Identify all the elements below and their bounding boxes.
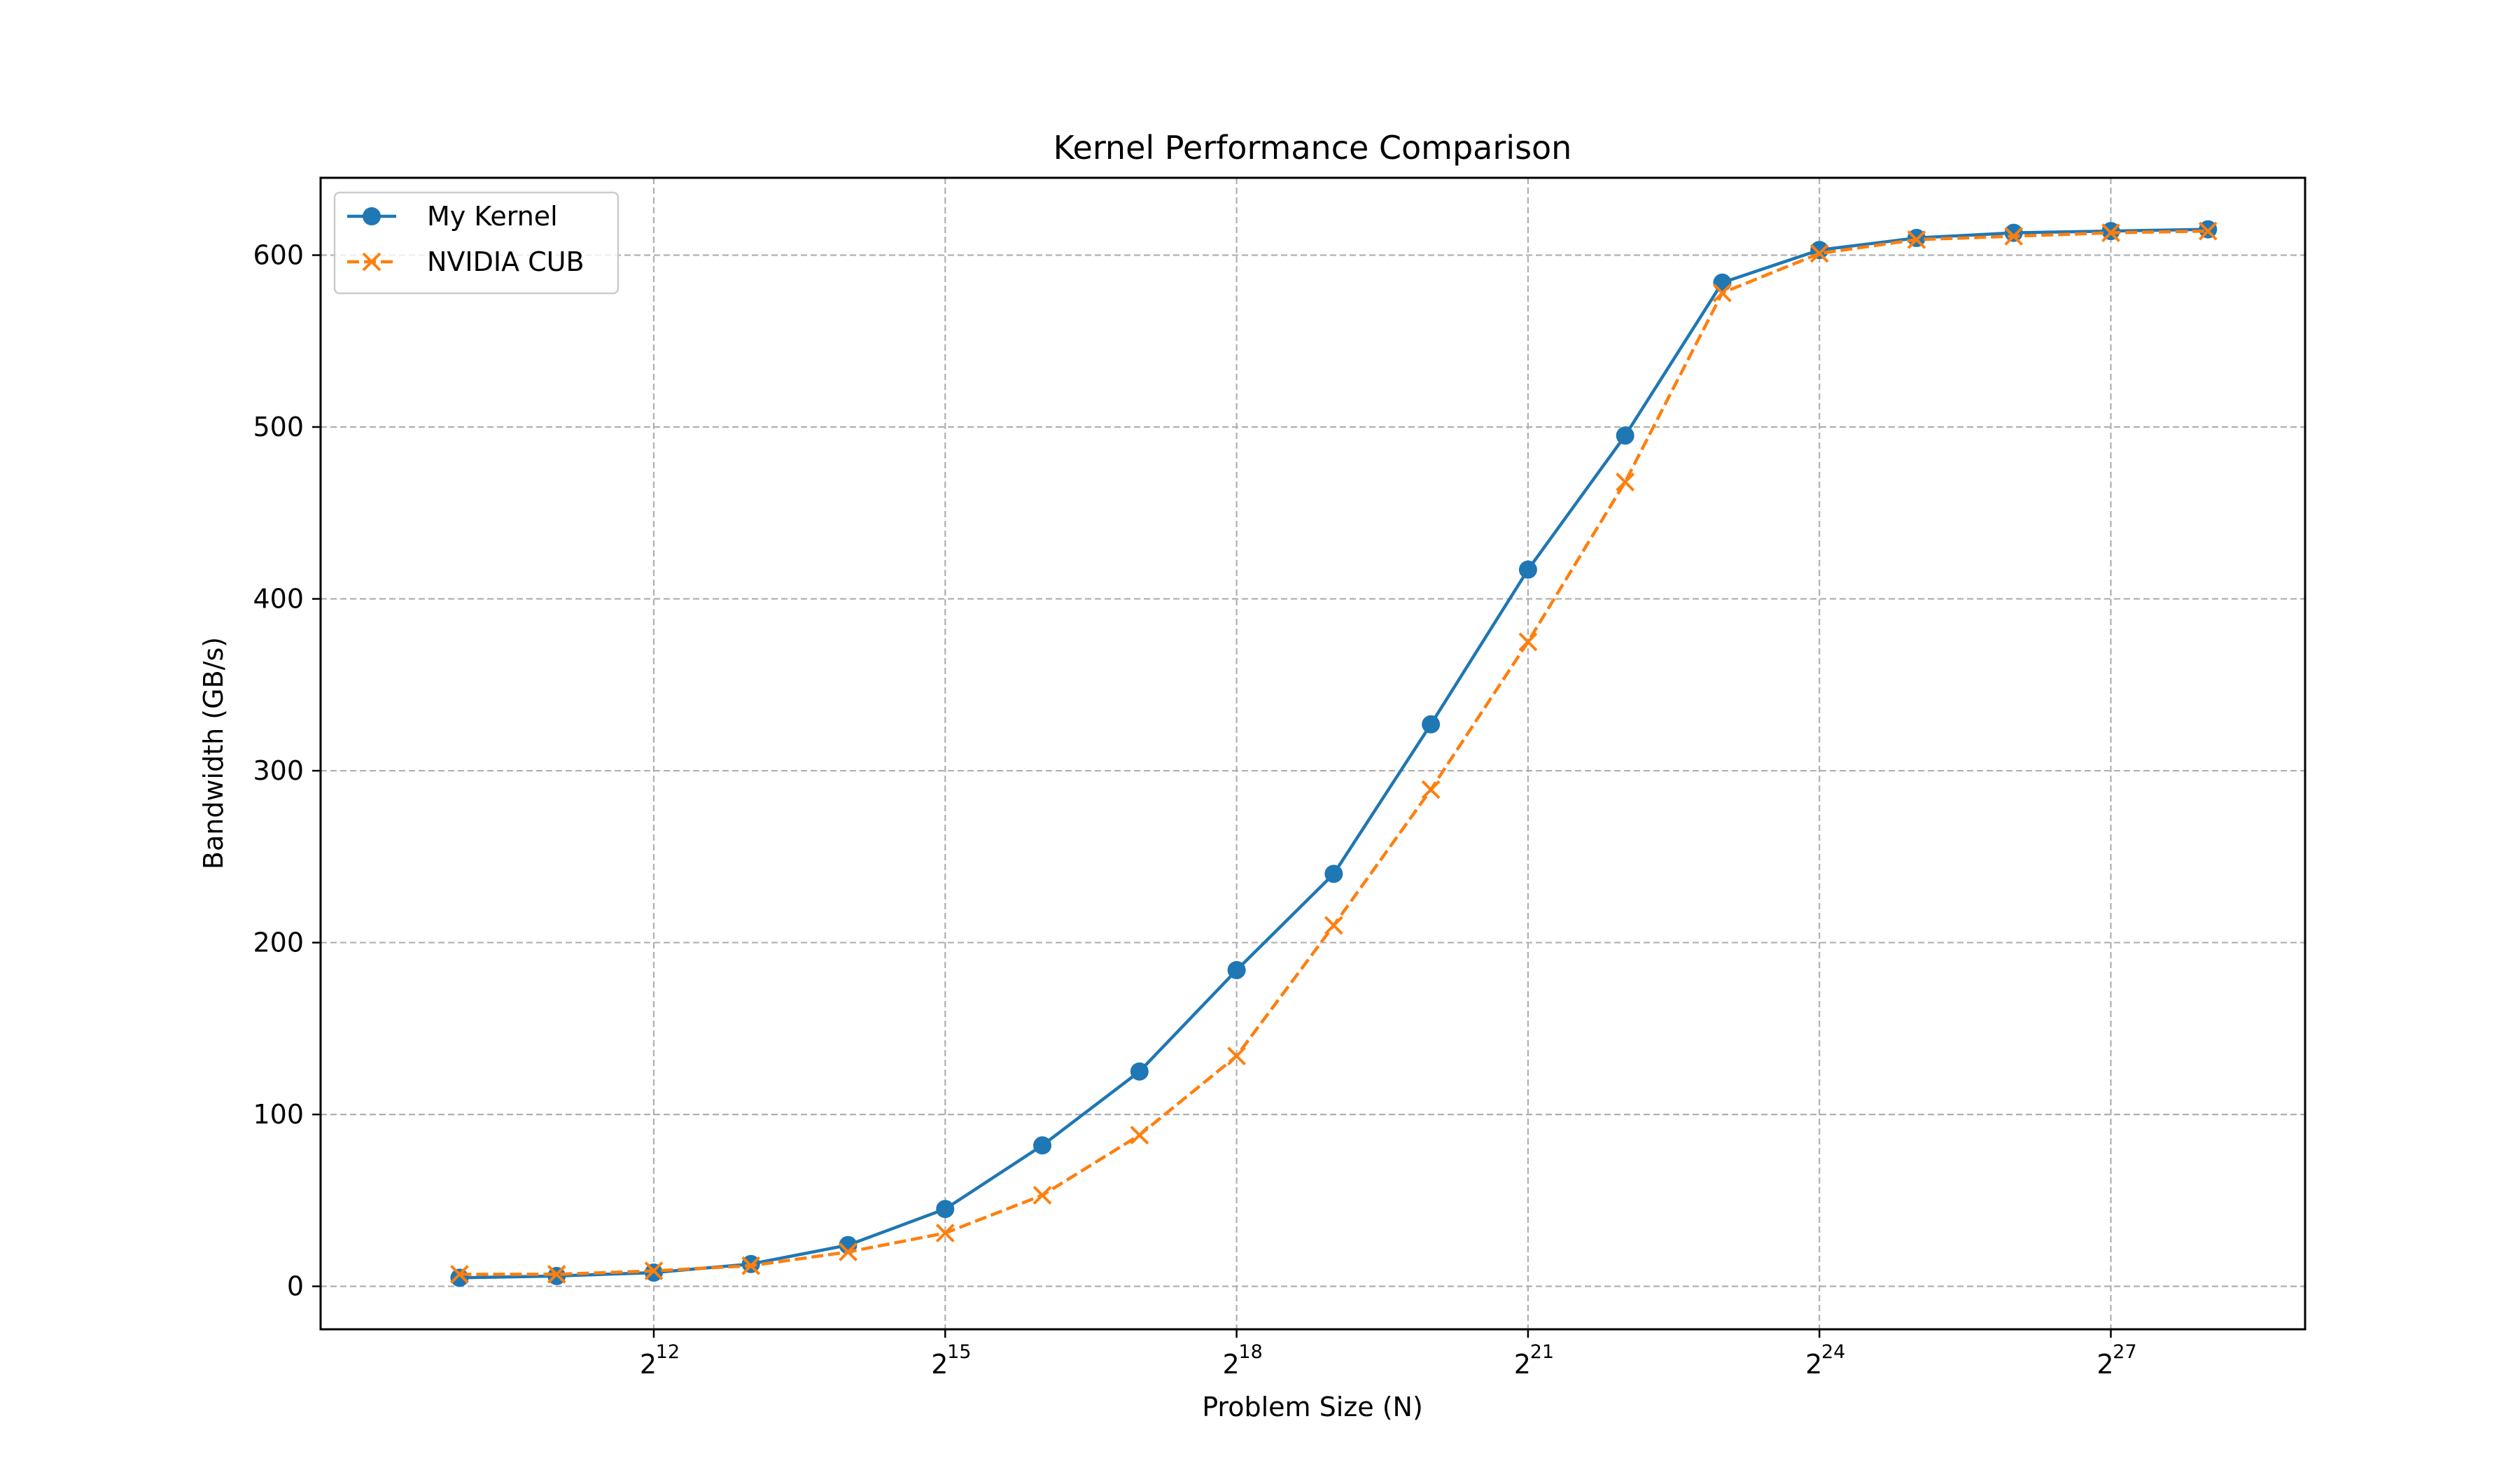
legend-label: NVIDIA CUB (427, 246, 584, 277)
y-tick-label: 400 (253, 584, 304, 615)
data-point (2198, 221, 2218, 241)
x-tick-label: 2 (1805, 1349, 1822, 1380)
x-tick-exponent: 27 (2113, 1341, 2136, 1363)
grid-lines (321, 178, 2305, 1329)
data-point (1809, 244, 1829, 263)
data-point (1713, 273, 1732, 292)
legend-label: My Kernel (427, 201, 558, 232)
data-point (2004, 227, 2024, 246)
x-tick-exponent: 21 (1530, 1341, 1554, 1363)
data-point (839, 1242, 858, 1261)
data-point (450, 1265, 469, 1284)
y-tick-label: 0 (287, 1271, 304, 1302)
legend-items: My Kernel NVIDIA CUB (347, 201, 584, 277)
data-point (1324, 916, 1343, 935)
x-tick-label: 2 (640, 1349, 657, 1380)
data-point (2101, 223, 2120, 242)
data-point (741, 1256, 761, 1275)
x-tick-exponent: 15 (947, 1341, 971, 1363)
legend-item: NVIDIA CUB (347, 246, 584, 277)
legend-box (333, 191, 620, 295)
data-point (1130, 1126, 1149, 1144)
data-point (1324, 864, 1343, 883)
data-point (644, 1261, 664, 1280)
data-point (450, 1268, 469, 1287)
series-nvidia-cub (450, 221, 2218, 1284)
data-point (1227, 960, 1246, 979)
data-point (1032, 1186, 1052, 1205)
legend: My Kernel NVIDIA CUB (333, 191, 620, 295)
data-point (936, 1200, 955, 1219)
y-tick-label: 500 (253, 412, 304, 442)
x-tick-label: 2 (1222, 1349, 1239, 1380)
data-point (1907, 230, 1926, 249)
y-tick-label: 300 (253, 755, 304, 786)
legend-marker (362, 252, 382, 272)
x-tick-exponent: 18 (1238, 1341, 1262, 1363)
y-axis-title: Bandwidth (GB/s) (198, 637, 229, 869)
legend-item: My Kernel (347, 201, 558, 232)
data-point (1518, 560, 1537, 579)
data-point (1422, 715, 1441, 734)
legend-marker (363, 207, 381, 225)
data-point (2004, 223, 2023, 242)
series-layer (450, 220, 2218, 1287)
x-axis-title: Problem Size (N) (1202, 1392, 1423, 1422)
data-point (1421, 780, 1441, 799)
y-tick-label: 200 (253, 927, 304, 958)
data-point (1616, 472, 1635, 491)
y-tick-label: 100 (253, 1099, 304, 1130)
x-tick-label: 2 (2096, 1349, 2113, 1380)
data-point (1227, 1046, 1246, 1066)
data-point (935, 1224, 955, 1242)
data-point (1130, 1062, 1149, 1081)
chart-title: Kernel Performance Comparison (1054, 129, 1572, 167)
x-tick-label: 2 (931, 1349, 948, 1380)
data-point (1033, 1136, 1052, 1155)
data-point (547, 1265, 566, 1284)
data-point (1616, 426, 1634, 445)
x-tick-exponent: 24 (1821, 1341, 1845, 1363)
plot-frame (319, 176, 2306, 1331)
y-tick-label: 600 (253, 239, 304, 270)
x-tick-exponent: 12 (656, 1341, 680, 1363)
data-point (1712, 284, 1732, 302)
x-tick-label: 2 (1514, 1349, 1531, 1380)
data-point (1518, 632, 1538, 652)
